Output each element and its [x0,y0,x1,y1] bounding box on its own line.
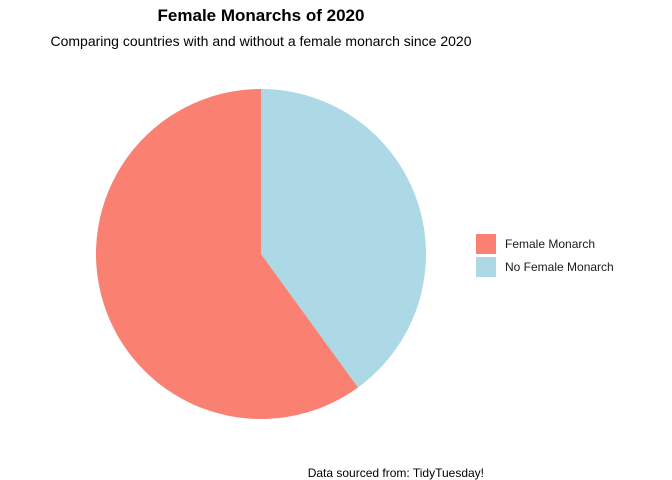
chart-subtitle: Comparing countries with and without a f… [50,33,472,49]
legend-swatch-no-female-monarch [476,256,496,277]
legend-label-no-female-monarch: No Female Monarch [505,259,614,274]
legend: Female Monarch No Female Monarch [476,232,614,278]
legend-item-no-female-monarch: No Female Monarch [476,255,614,278]
legend-swatch-female-monarch [476,233,496,254]
pie-slice-no-female-monarch [261,89,426,388]
legend-item-female-monarch: Female Monarch [476,232,614,255]
pie-slice-female-monarch [95,89,358,420]
legend-label-female-monarch: Female Monarch [505,236,596,251]
chart-title: Female Monarchs of 2020 [157,6,365,25]
caption: Data sourced from: TidyTuesday! [307,466,484,480]
